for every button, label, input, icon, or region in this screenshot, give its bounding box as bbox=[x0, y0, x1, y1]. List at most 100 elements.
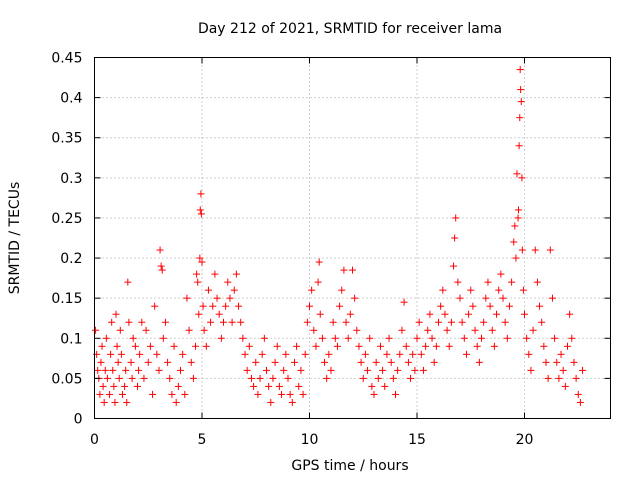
data-point bbox=[321, 358, 329, 366]
data-point bbox=[511, 222, 519, 230]
x-axis-label: GPS time / hours bbox=[291, 458, 408, 474]
data-point bbox=[185, 326, 193, 334]
data-point bbox=[114, 358, 122, 366]
data-point bbox=[435, 318, 442, 326]
data-point bbox=[118, 390, 126, 398]
data-point bbox=[555, 374, 563, 382]
data-point bbox=[325, 350, 333, 358]
data-point bbox=[202, 342, 210, 350]
data-point bbox=[181, 390, 189, 398]
data-point bbox=[278, 390, 286, 398]
data-point bbox=[158, 266, 166, 274]
y-tick-label: 0.4 bbox=[60, 91, 82, 107]
data-point bbox=[121, 382, 129, 390]
data-point bbox=[196, 254, 204, 262]
grid-lines bbox=[94, 57, 611, 419]
data-point bbox=[419, 366, 427, 374]
data-point bbox=[454, 278, 462, 286]
data-point bbox=[490, 342, 498, 350]
data-point bbox=[306, 302, 313, 310]
data-point bbox=[488, 326, 496, 334]
data-point bbox=[168, 390, 176, 398]
data-point bbox=[333, 342, 341, 350]
data-point bbox=[349, 266, 356, 274]
data-point bbox=[394, 366, 402, 374]
data-point bbox=[179, 350, 187, 358]
data-point bbox=[269, 374, 277, 382]
data-point bbox=[144, 358, 152, 366]
data-point bbox=[295, 382, 303, 390]
data-point bbox=[480, 318, 488, 326]
data-point bbox=[340, 266, 348, 274]
y-tick-label: 0.45 bbox=[51, 51, 82, 67]
data-point bbox=[564, 342, 571, 350]
data-point bbox=[260, 334, 268, 342]
data-point bbox=[538, 318, 546, 326]
data-point bbox=[138, 318, 146, 326]
data-point bbox=[561, 382, 569, 390]
data-point bbox=[428, 334, 436, 342]
data-point bbox=[111, 398, 119, 406]
data-point bbox=[346, 310, 354, 318]
data-point bbox=[243, 366, 251, 374]
data-point bbox=[495, 286, 503, 294]
data-point bbox=[129, 334, 137, 342]
data-point bbox=[469, 302, 477, 310]
data-point bbox=[197, 210, 205, 218]
data-point bbox=[194, 278, 202, 286]
data-point bbox=[519, 286, 527, 294]
data-point bbox=[415, 318, 423, 326]
data-point bbox=[98, 342, 106, 350]
data-point bbox=[424, 326, 432, 334]
data-point bbox=[409, 350, 417, 358]
data-point bbox=[493, 310, 501, 318]
y-axis-label: SRMTID / TECUs bbox=[7, 182, 23, 295]
data-point bbox=[323, 374, 331, 382]
data-point bbox=[318, 334, 326, 342]
data-point bbox=[192, 342, 200, 350]
data-point bbox=[124, 278, 132, 286]
data-point bbox=[525, 350, 533, 358]
data-point bbox=[353, 326, 361, 334]
data-point bbox=[113, 342, 121, 350]
data-point bbox=[417, 350, 425, 358]
data-point bbox=[239, 334, 247, 342]
data-point bbox=[155, 366, 163, 374]
data-point bbox=[389, 374, 397, 382]
data-point bbox=[265, 382, 273, 390]
x-tick-label: 15 bbox=[408, 432, 426, 448]
data-point bbox=[514, 214, 522, 222]
data-point bbox=[92, 326, 100, 334]
data-point bbox=[497, 270, 505, 278]
data-point bbox=[441, 310, 449, 318]
data-point bbox=[355, 342, 363, 350]
data-point bbox=[146, 342, 154, 350]
data-point bbox=[570, 358, 578, 366]
data-point bbox=[359, 374, 367, 382]
data-point bbox=[103, 374, 111, 382]
data-point bbox=[263, 366, 270, 374]
data-point bbox=[112, 310, 120, 318]
data-point bbox=[527, 366, 535, 374]
data-point bbox=[482, 294, 490, 302]
data-point bbox=[465, 310, 473, 318]
data-point bbox=[473, 342, 481, 350]
data-point bbox=[452, 214, 460, 222]
data-point bbox=[508, 278, 516, 286]
data-point bbox=[258, 350, 266, 358]
data-point bbox=[398, 326, 406, 334]
data-point bbox=[450, 262, 458, 270]
data-point bbox=[462, 350, 470, 358]
data-point bbox=[166, 374, 174, 382]
data-point bbox=[156, 246, 164, 254]
data-point bbox=[161, 318, 169, 326]
data-point bbox=[357, 358, 365, 366]
data-point bbox=[211, 270, 219, 278]
data-point bbox=[164, 358, 172, 366]
data-point bbox=[267, 398, 275, 406]
data-point bbox=[426, 310, 434, 318]
data-point bbox=[501, 318, 509, 326]
data-point bbox=[374, 374, 382, 382]
data-point bbox=[247, 374, 255, 382]
